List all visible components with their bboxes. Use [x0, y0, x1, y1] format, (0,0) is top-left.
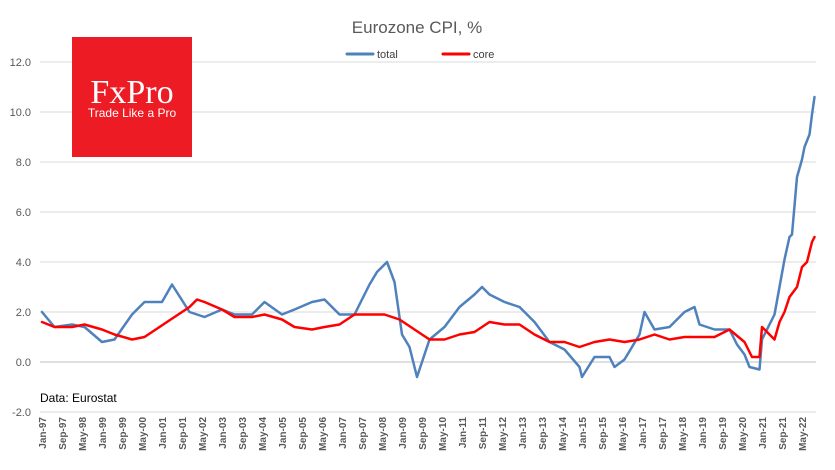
- x-tick-label: May-06: [318, 417, 329, 451]
- x-tick-label: Sep-19: [718, 417, 729, 450]
- x-tick-label: Jan-15: [578, 417, 589, 449]
- x-tick-label: Jan-11: [458, 417, 469, 449]
- series-lines: [40, 95, 816, 379]
- x-tick-label: Sep-97: [58, 417, 69, 450]
- x-tick-label: Jan-21: [758, 417, 769, 449]
- x-tick-label: May-12: [498, 417, 509, 451]
- y-tick-label: 0.0: [16, 357, 31, 369]
- x-tick-label: Jan-19: [698, 417, 709, 449]
- x-tick-label: May-02: [198, 417, 209, 451]
- x-tick-label: May-20: [738, 417, 749, 451]
- legend-label-total: total: [377, 49, 398, 61]
- x-tick-label: Jan-09: [398, 417, 409, 449]
- x-tick-label: Sep-17: [658, 417, 669, 450]
- x-tick-label: May-08: [378, 417, 389, 451]
- x-tick-label: May-04: [258, 417, 269, 451]
- x-tick-label: Sep-01: [178, 417, 189, 450]
- y-tick-label: 12.0: [10, 57, 31, 69]
- y-tick-label: 10.0: [10, 107, 31, 119]
- x-tick-label: Jan-03: [218, 417, 229, 449]
- y-tick-label: 8.0: [16, 157, 31, 169]
- source-note: Data: Eurostat: [40, 391, 117, 405]
- logo-tagline: Trade Like a Pro: [88, 106, 177, 120]
- x-tick-label: Jan-97: [38, 417, 49, 449]
- x-tick-label: Sep-07: [358, 417, 369, 450]
- x-tick-label: Sep-09: [418, 417, 429, 450]
- y-axis: -2.0 0.0 2.0 4.0 6.0 8.0 10.0 12.0: [10, 57, 31, 419]
- x-tick-label: May-10: [438, 417, 449, 451]
- x-tick-label: Sep-99: [118, 417, 129, 450]
- x-tick-label: Jan-99: [98, 417, 109, 449]
- series-line-core: [40, 235, 816, 359]
- logo-wordmark: FxPro: [90, 74, 173, 111]
- x-tick-label: Sep-05: [298, 417, 309, 450]
- legend-label-core: core: [473, 49, 494, 61]
- x-tick-label: May-98: [78, 417, 89, 451]
- y-tick-label: 4.0: [16, 257, 31, 269]
- x-tick-label: Sep-11: [478, 417, 489, 450]
- x-tick-label: Sep-15: [598, 417, 609, 450]
- y-tick-label: 2.0: [16, 307, 31, 319]
- x-tick-label: May-00: [138, 417, 149, 451]
- x-tick-label: Sep-13: [538, 417, 549, 450]
- fxpro-logo: FxPro Trade Like a Pro: [72, 37, 192, 157]
- x-tick-label: Jan-07: [338, 417, 349, 449]
- legend: total core: [345, 49, 494, 61]
- x-tick-label: Sep-03: [238, 417, 249, 450]
- x-tick-label: Sep-21: [778, 417, 789, 450]
- y-tick-label: -2.0: [12, 407, 31, 419]
- logo-background: [72, 37, 192, 157]
- x-tick-label: May-18: [678, 417, 689, 451]
- x-tick-label: May-14: [558, 417, 569, 451]
- chart-title: Eurozone CPI, %: [352, 18, 482, 37]
- series-line-total: [40, 95, 816, 379]
- x-tick-label: Jan-01: [158, 417, 169, 449]
- x-tick-label: Jan-05: [278, 417, 289, 449]
- x-axis: Jan-97 Sep-97 May-98 Jan-99 Sep-99 May-00 Jan-…: [38, 361, 816, 451]
- x-tick-label: Jan-17: [638, 417, 649, 449]
- y-tick-label: 6.0: [16, 207, 31, 219]
- x-tick-label: Jan-13: [518, 417, 529, 449]
- x-tick-label: May-16: [618, 417, 629, 451]
- x-tick-label: May-22: [798, 417, 809, 451]
